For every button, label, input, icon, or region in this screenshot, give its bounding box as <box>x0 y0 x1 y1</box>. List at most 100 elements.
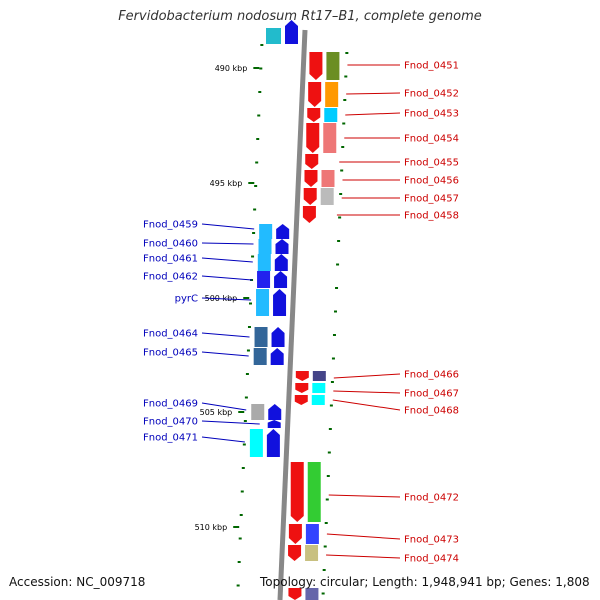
gene-label-right: Fnod_0472 <box>404 493 459 504</box>
forward-gene-arrow <box>288 545 302 561</box>
gene-label-right: Fnod_0458 <box>404 211 459 222</box>
forward-gene-arrow <box>306 123 320 153</box>
cog-bar <box>320 188 334 205</box>
scale-label: 495 kbp <box>210 179 243 188</box>
cog-bar <box>324 108 338 122</box>
gene-label-right: Fnod_0466 <box>404 370 459 381</box>
forward-gene-arrow <box>308 82 322 107</box>
gene-label-left: Fnod_0464 <box>143 329 198 340</box>
scale-label: 505 kbp <box>200 408 233 417</box>
cog-bar <box>256 289 270 316</box>
cog-bar <box>253 348 267 365</box>
reverse-gene-arrow <box>267 420 281 428</box>
gene-label-right: Fnod_0467 <box>404 389 459 400</box>
gene-label-left: Fnod_0465 <box>143 348 198 359</box>
leader-line <box>201 332 250 338</box>
gene-label-left: Fnod_0460 <box>143 239 198 250</box>
cog-bar <box>307 462 321 522</box>
forward-gene-arrow <box>288 588 302 600</box>
gene-label-right: Fnod_0473 <box>404 535 459 546</box>
forward-gene-arrow <box>288 524 302 544</box>
cog-bar <box>311 395 325 405</box>
reverse-gene-arrow <box>268 404 282 420</box>
gene-label-right: Fnod_0452 <box>404 89 459 100</box>
reverse-gene-arrow <box>274 271 288 288</box>
cog-bar <box>312 383 326 393</box>
topology-text: Topology: circular; Length: 1,948,941 bp… <box>260 575 590 589</box>
cog-bar <box>312 371 326 381</box>
leader-line <box>201 351 249 357</box>
forward-gene-arrow <box>290 462 304 522</box>
reverse-gene-arrow <box>276 224 290 239</box>
reverse-gene-arrow <box>273 289 287 316</box>
forward-gene-arrow <box>303 188 317 205</box>
forward-gene-arrow <box>302 206 316 223</box>
leader-line <box>201 402 247 411</box>
forward-gene-arrow <box>304 170 318 187</box>
cog-bar <box>259 224 273 239</box>
gene-label-right: Fnod_0468 <box>404 406 459 417</box>
leader-line <box>333 373 401 379</box>
genome-title: Fervidobacterium nodosum Rt17–B1, comple… <box>118 9 482 24</box>
leader-line <box>328 494 401 498</box>
cog-bar <box>249 429 263 457</box>
reverse-gene-arrow <box>274 254 288 271</box>
leader-line <box>201 297 252 301</box>
cog-bar <box>258 239 272 254</box>
leader-line <box>332 399 401 411</box>
leader-line <box>201 242 254 245</box>
gene-label-left: Fnod_0470 <box>143 417 198 428</box>
reverse-gene-arrow <box>270 348 284 365</box>
gene-label-left: Fnod_0471 <box>143 433 198 444</box>
scale-label: 510 kbp <box>195 523 228 532</box>
cog-bar <box>257 271 271 288</box>
cog-bar <box>254 327 268 347</box>
reverse-gene-arrow <box>271 327 285 347</box>
cog-bar <box>325 82 339 107</box>
leader-line <box>201 436 245 443</box>
cog-bar <box>323 123 337 153</box>
cog-bar <box>305 524 319 544</box>
gene-label-right: Fnod_0454 <box>404 134 459 145</box>
leader-line <box>345 112 401 116</box>
reverse-gene-arrow <box>275 239 289 254</box>
gene-label-left: pyrC <box>175 294 198 305</box>
leader-line <box>326 533 401 540</box>
cog-bar <box>266 28 281 44</box>
gene-label-right: Fnod_0456 <box>404 176 459 187</box>
gene-label-right: Fnod_0474 <box>404 554 459 565</box>
reverse-gene-arrow <box>266 429 280 457</box>
cog-bar <box>321 170 335 187</box>
forward-gene-arrow <box>295 383 309 393</box>
cog-bar <box>305 545 319 561</box>
gene-features <box>249 20 340 600</box>
leader-line <box>201 223 255 230</box>
gene-label-right: Fnod_0453 <box>404 109 459 120</box>
genome-backbone <box>277 29 308 600</box>
leader-line <box>333 390 401 394</box>
scale-label: 490 kbp <box>215 64 248 73</box>
leader-line <box>201 257 253 263</box>
forward-gene-arrow <box>294 395 308 405</box>
cog-bar <box>326 52 340 80</box>
gene-label-right: Fnod_0451 <box>404 61 459 72</box>
cog-bar <box>305 588 319 600</box>
cog-bar <box>257 254 271 271</box>
accession-text: Accession: NC_009718 <box>9 575 146 589</box>
forward-gene-arrow <box>305 154 319 169</box>
forward-gene-arrow <box>307 108 321 122</box>
gene-label-right: Fnod_0455 <box>404 158 459 169</box>
leader-line <box>346 92 401 95</box>
gene-label-left: Fnod_0469 <box>143 399 198 410</box>
gene-label-left: Fnod_0461 <box>143 254 198 265</box>
forward-gene-arrow <box>295 371 309 381</box>
reverse-gene-arrow <box>285 20 298 44</box>
gene-label-left: Fnod_0459 <box>143 220 198 231</box>
leader-line <box>201 420 260 425</box>
forward-gene-arrow <box>309 52 323 80</box>
cog-bar <box>251 404 265 420</box>
leader-line <box>326 554 401 559</box>
gene-label-left: Fnod_0462 <box>143 272 198 283</box>
gene-labels: Fnod_0451 Fnod_0452 Fnod_0453 Fnod_0454 Fnod… <box>143 61 459 565</box>
